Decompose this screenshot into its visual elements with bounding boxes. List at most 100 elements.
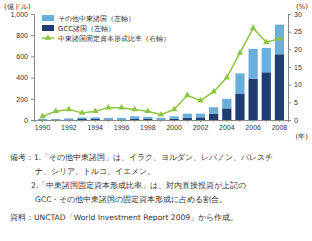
axis-line: [289, 15, 292, 121]
tick: 1992: [61, 120, 77, 131]
tick-mark: [121, 120, 122, 122]
tick-mark: [95, 120, 96, 122]
tick-label: 30: [294, 11, 302, 18]
legend-label: GCC諸国（左軸）: [58, 25, 115, 33]
tick: 800: [16, 32, 34, 39]
bar: [156, 118, 165, 120]
tick: 200: [16, 96, 34, 103]
axis-line: [35, 121, 289, 123]
bar: [209, 107, 218, 113]
tick: 400: [16, 74, 34, 81]
tick-mark: [288, 32, 291, 33]
bar: [143, 117, 152, 119]
tick-label: 1996: [114, 124, 130, 131]
tick-mark: [31, 99, 34, 100]
tick-label: 2002: [193, 124, 209, 131]
note: ナ、シリア、トルコ、イエメン。: [35, 167, 155, 176]
tick-label: 0: [294, 117, 298, 124]
tick-mark: [187, 120, 188, 122]
tick: [82, 120, 83, 122]
bar: [235, 73, 244, 93]
tick-mark: [134, 120, 135, 122]
tick-label: 2006: [245, 124, 261, 131]
tick: 30: [288, 11, 302, 18]
bar: [196, 114, 205, 118]
tick-mark: [200, 120, 201, 122]
tick: 20: [288, 46, 302, 53]
tick-mark: [68, 120, 69, 122]
bar: [143, 119, 152, 120]
tick: [134, 120, 135, 122]
tick: 0: [24, 117, 34, 124]
legend-label: その他中東諸国（左軸）: [58, 15, 135, 23]
tick-label: 800: [16, 32, 28, 39]
marker: [145, 107, 151, 113]
plot-area: [38, 24, 284, 120]
tick: 1994: [87, 120, 103, 131]
tick-label: 15: [294, 64, 302, 71]
tick-label: 2004: [219, 124, 235, 131]
note: 備考：1.「その他中東諸国」は、イラク、ヨルダン、レバノン、パレスチ: [10, 153, 273, 162]
bar: [222, 99, 231, 109]
marker: [131, 106, 137, 112]
bar: [51, 119, 60, 120]
tick-label: 1992: [61, 124, 77, 131]
marker: [105, 104, 111, 110]
tick-label: 0: [24, 117, 28, 124]
tick-mark: [108, 120, 109, 122]
bar: [235, 94, 244, 121]
bar: [64, 119, 73, 120]
tick: 2000: [166, 120, 182, 131]
y-axis: 0 200 400 600 800 1,000: [10, 11, 34, 124]
marker: [66, 106, 72, 112]
tick-label: 600: [16, 53, 28, 60]
y2-axis: 051015202530: [288, 11, 302, 124]
bar: [249, 49, 258, 79]
tick: 600: [16, 53, 34, 60]
tick: 1,000: [10, 11, 34, 18]
marker: [197, 97, 203, 103]
tick-mark: [161, 120, 162, 122]
note: 資料：UNCTAD「World Investment Report 2009」か…: [10, 213, 238, 222]
marker: [171, 106, 177, 112]
tick-mark: [279, 120, 280, 122]
x-axis: 1990199219941996199820002002200420062008: [35, 120, 289, 131]
bar: [222, 108, 231, 120]
tick-mark: [288, 14, 291, 15]
legend-swatch: [42, 25, 54, 31]
x-label: (年): [296, 133, 309, 141]
tick-mark: [288, 102, 291, 103]
marker: [52, 107, 58, 113]
marker: [79, 109, 85, 115]
bar: [262, 72, 271, 120]
tick-mark: [31, 56, 34, 57]
tick-label: 2000: [166, 124, 182, 131]
bar: [130, 119, 139, 120]
tick-mark: [42, 120, 43, 122]
tick-label: 25: [294, 28, 302, 35]
axis-line: [31, 15, 35, 121]
marker: [39, 113, 45, 119]
bar: [91, 119, 100, 120]
bar: [275, 54, 284, 120]
bar: [38, 118, 47, 120]
tick-label: 1994: [87, 124, 103, 131]
marker: [92, 107, 98, 113]
bar: [64, 118, 73, 119]
tick-mark: [31, 35, 34, 36]
tick-label: 1990: [35, 124, 51, 131]
note: 2.「中東諸国固定資本形成比率」は、対内直接投資が上記の: [31, 181, 246, 190]
y2-label: (%): [296, 3, 308, 11]
tick-mark: [266, 120, 267, 122]
tick: [213, 120, 214, 122]
tick: 0: [288, 117, 298, 124]
tick-mark: [174, 120, 175, 122]
legend: その他中東諸国（左軸）GCC諸国（左軸）中東諸国固定資本形成比率（右軸）: [42, 15, 170, 43]
tick-mark: [147, 120, 148, 122]
tick-label: 400: [16, 74, 28, 81]
tick: 25: [288, 28, 302, 35]
tick: [108, 120, 109, 122]
tick-mark: [226, 120, 227, 122]
line: [43, 28, 280, 116]
legend-swatch: [42, 15, 54, 21]
